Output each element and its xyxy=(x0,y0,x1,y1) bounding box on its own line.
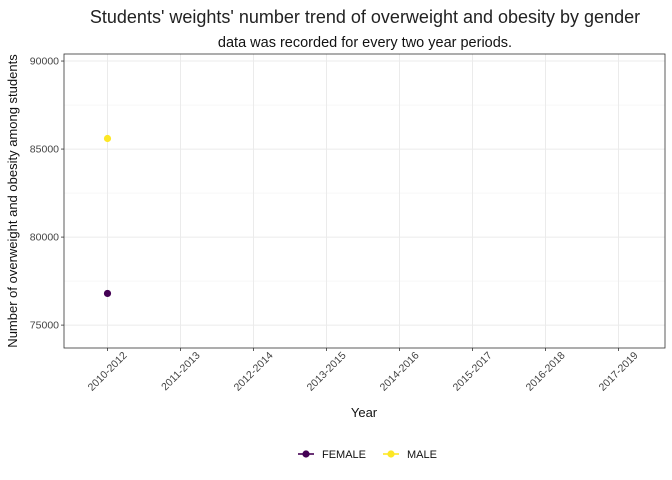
x-axis: 2010-2012 2011-2013 2012-2014 2013-2015 2014… xyxy=(86,348,641,394)
legend-key-marker xyxy=(387,450,395,458)
legend-key-marker xyxy=(302,450,310,458)
chart-subtitle: data was recorded for every two year per… xyxy=(218,35,512,51)
x-tick-label: 2013-2015 xyxy=(305,350,349,394)
data-point-male xyxy=(103,134,112,143)
data-point-female xyxy=(103,289,112,298)
x-tick-label: 2011-2013 xyxy=(159,350,203,394)
plot-panel xyxy=(64,54,665,348)
chart-title: Students' weights' number trend of overw… xyxy=(90,7,640,27)
x-tick-label: 2015-2017 xyxy=(451,350,495,394)
plot-border xyxy=(63,53,666,349)
y-tick-label: 75000 xyxy=(30,320,59,332)
grid-minor xyxy=(64,104,665,282)
y-tick-label: 85000 xyxy=(30,144,59,156)
legend-label: MALE xyxy=(407,449,437,461)
legend: FEMALE MALE xyxy=(298,449,437,461)
legend-label: FEMALE xyxy=(322,449,366,461)
x-tick-label: 2012-2014 xyxy=(232,350,276,394)
y-axis-title: Number of overweight and obesity among s… xyxy=(5,54,20,348)
x-tick-label: 2016-2018 xyxy=(524,350,568,394)
grid-major xyxy=(64,54,665,348)
y-axis: 75000 80000 85000 90000 xyxy=(30,56,64,332)
x-tick-label: 2014-2016 xyxy=(378,350,422,394)
x-axis-title: Year xyxy=(351,405,378,420)
x-tick-label: 2010-2012 xyxy=(86,350,130,394)
y-tick-label: 90000 xyxy=(30,56,59,68)
x-tick-label: 2017-2019 xyxy=(597,350,641,394)
y-tick-label: 80000 xyxy=(30,232,59,244)
data-points xyxy=(103,134,112,298)
